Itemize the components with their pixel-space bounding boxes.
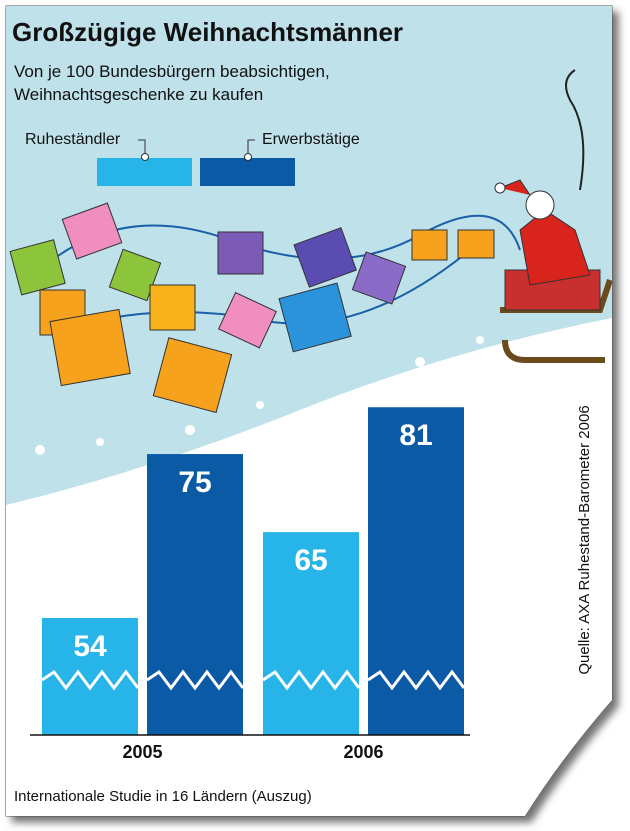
value-label: 75 — [178, 466, 211, 499]
value-label: 65 — [294, 544, 327, 577]
axis-break — [146, 669, 245, 691]
legend-label: Erwerbstätige — [262, 131, 360, 148]
value-label: 81 — [399, 419, 432, 452]
bar — [263, 532, 359, 735]
legend-dot — [141, 153, 149, 161]
value-label: 54 — [73, 630, 107, 663]
footnote: Internationale Studie in 16 Ländern (Aus… — [14, 788, 312, 805]
bar — [368, 407, 464, 735]
legend-swatch — [97, 158, 192, 186]
x-tick-label: 2005 — [122, 742, 162, 762]
chart-subtitle: Von je 100 Bundesbürgern beabsichtigen, … — [14, 62, 330, 104]
legend-connector — [138, 139, 146, 156]
legend-swatch — [200, 158, 295, 186]
legend-connector — [247, 139, 255, 156]
axis-break — [41, 669, 140, 691]
axis-break — [262, 669, 361, 691]
sleigh-decoration — [9, 69, 612, 455]
legend-label: Ruheständler — [25, 131, 121, 148]
source: Quelle: AXA Ruhestand-Barometer 2006 — [576, 405, 593, 674]
chart-title: Großzügige Weihnachtsmänner — [12, 17, 403, 47]
axis-break — [367, 669, 466, 691]
x-tick-label: 2006 — [343, 742, 383, 762]
legend-dot — [244, 153, 252, 161]
